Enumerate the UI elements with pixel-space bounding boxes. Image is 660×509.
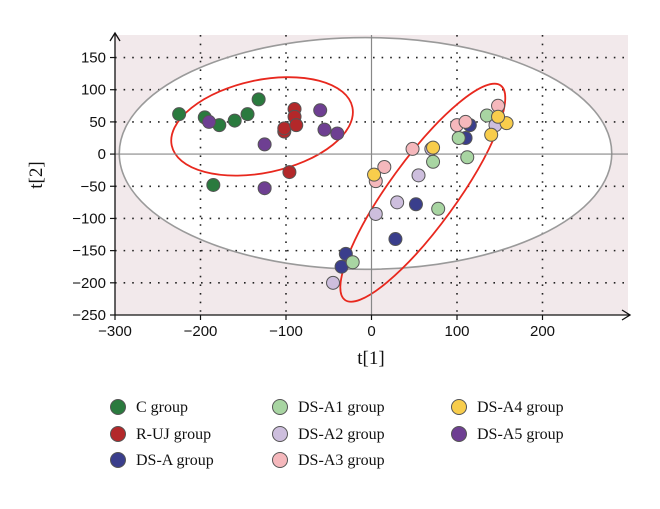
cluster-right-ellipse — [339, 82, 507, 303]
y-tick-label: 50 — [89, 114, 106, 131]
point-ds-a3-group — [405, 141, 420, 156]
y-tick-label: −200 — [72, 275, 106, 292]
x-tick-label: 0 — [367, 323, 375, 340]
point-ds-a2-group — [326, 275, 341, 290]
tick-labels: −300 −200 −100 0 100 200 150 100 50 0 −50 −100 −150 −… — [72, 50, 555, 340]
point-r-uj-group — [277, 121, 292, 136]
data-points — [172, 92, 514, 290]
point-ds-a2-group — [390, 195, 405, 210]
point-ds-a5-group — [313, 103, 328, 118]
point-ds-a1-group — [451, 130, 466, 145]
y-tick-label: −150 — [72, 243, 106, 260]
y-tick-label: 0 — [98, 146, 106, 163]
point-ds-a2-group — [368, 206, 383, 221]
point-ds-a3-group — [377, 159, 392, 174]
point-ds-a5-group — [330, 126, 345, 141]
hotelling-ellipse-fill — [119, 37, 612, 270]
legend: C group R-UJ group DS-A group DS-A1 group DS… — [110, 399, 564, 469]
legend-label-ds-a5-group: DS-A5 group — [477, 426, 564, 443]
point-c-group — [227, 113, 242, 128]
legend-label-ds-a1-group: DS-A1 group — [298, 399, 385, 416]
x-tick-label: 100 — [444, 323, 469, 340]
point-ds-a4-group — [426, 140, 441, 155]
point-ds-a3-group — [458, 114, 473, 129]
legend-marker-ds-a2-group — [272, 426, 288, 442]
y-tick-label: −50 — [81, 178, 106, 195]
point-ds-a4-group — [484, 127, 499, 142]
point-ds-a1-group — [460, 150, 475, 165]
x-tick-label: −300 — [98, 323, 132, 340]
point-ds-a4-group — [367, 167, 382, 182]
legend-label-ds-a3-group: DS-A3 group — [298, 452, 385, 469]
y-tick-label: −100 — [72, 210, 106, 227]
y-tick-label: −250 — [72, 307, 106, 324]
legend-marker-ds-a3-group — [272, 452, 288, 468]
point-r-uj-group — [282, 165, 297, 180]
legend-marker-c-group — [110, 399, 126, 415]
point-ds-a5-group — [202, 114, 217, 129]
hotelling-ellipse — [118, 36, 613, 271]
x-axis-title: t[1] — [357, 348, 384, 369]
legend-marker-ds-a4-group — [451, 399, 467, 415]
point-r-uj-group — [289, 118, 304, 133]
axes — [109, 31, 632, 321]
cluster-left-ellipse — [170, 76, 354, 177]
gridlines — [115, 35, 628, 315]
point-ds-a4-group — [491, 109, 506, 124]
x-tick-label: −200 — [184, 323, 218, 340]
point-c-group — [251, 92, 266, 107]
y-axis-title: t[2] — [26, 161, 47, 188]
point-ds-a5-group — [257, 137, 272, 152]
legend-marker-ds-a5-group — [451, 426, 467, 442]
point-ds-a1-group — [431, 201, 446, 216]
point-c-group — [240, 107, 255, 122]
point-ds-a-group — [408, 197, 423, 212]
y-tick-label: 150 — [81, 50, 106, 67]
point-c-group — [206, 177, 221, 192]
legend-label-ds-a2-group: DS-A2 group — [298, 426, 385, 443]
x-axis-arrow — [621, 309, 632, 321]
y-axis-arrow — [109, 31, 121, 42]
point-ds-a1-group — [426, 154, 441, 169]
legend-label-ds-a-group: DS-A group — [136, 452, 214, 469]
point-ds-a-group — [388, 232, 403, 247]
x-tick-label: 200 — [530, 323, 555, 340]
legend-marker-r-uj-group — [110, 426, 126, 442]
point-ds-a1-group — [345, 255, 360, 270]
legend-label-c-group: C group — [136, 399, 188, 416]
legend-marker-ds-a-group — [110, 452, 126, 468]
legend-label-r-uj-group: R-UJ group — [136, 426, 211, 443]
y-tick-label: 100 — [81, 82, 106, 99]
point-ds-a2-group — [411, 168, 426, 183]
point-ds-a5-group — [257, 181, 272, 196]
point-ds-a5-group — [317, 122, 332, 137]
legend-label-ds-a4-group: DS-A4 group — [477, 399, 564, 416]
legend-marker-ds-a1-group — [272, 399, 288, 415]
x-tick-label: −100 — [269, 323, 303, 340]
point-c-group — [172, 107, 187, 122]
